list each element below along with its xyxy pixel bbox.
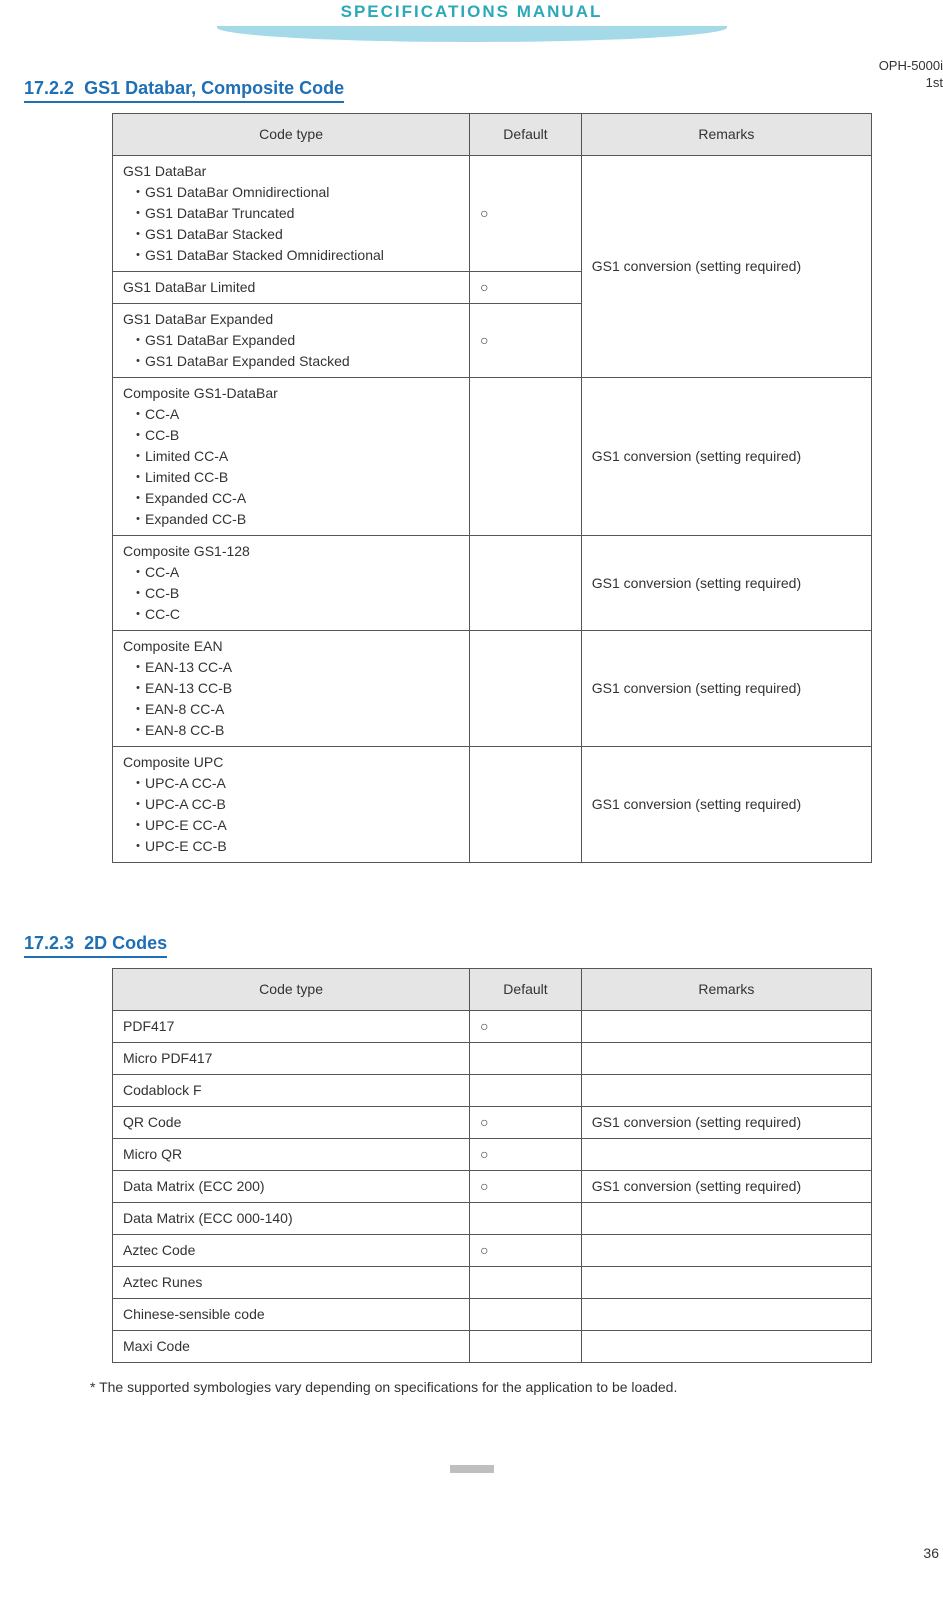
cell-remarks: GS1 conversion (setting required) bbox=[581, 156, 871, 378]
section-gs1: 17.2.2 GS1 Databar, Composite Code Code … bbox=[0, 42, 943, 863]
table-row: Data Matrix (ECC 000-140) bbox=[113, 1203, 872, 1235]
cell-code: Composite GS1-128 ・CC-A ・CC-B ・CC-C bbox=[113, 536, 470, 631]
footer-mark bbox=[450, 1465, 494, 1473]
cell-default bbox=[470, 536, 582, 631]
cell-default bbox=[470, 1267, 582, 1299]
cell-code: GS1 DataBar Limited bbox=[113, 272, 470, 304]
cell-default bbox=[470, 378, 582, 536]
table-row: Codablock F bbox=[113, 1075, 872, 1107]
table-row: Micro QR○ bbox=[113, 1139, 872, 1171]
cell-default bbox=[470, 1203, 582, 1235]
revision-label: 1st bbox=[879, 75, 943, 92]
cell-code: GS1 DataBar Expanded ・GS1 DataBar Expand… bbox=[113, 304, 470, 378]
cell-default bbox=[470, 1075, 582, 1107]
cell-code: Codablock F bbox=[113, 1075, 470, 1107]
col-header-default: Default bbox=[470, 114, 582, 156]
cell-remarks bbox=[581, 1011, 871, 1043]
col-header-code: Code type bbox=[113, 114, 470, 156]
cell-default bbox=[470, 1299, 582, 1331]
table-2d: Code type Default Remarks PDF417○Micro P… bbox=[112, 968, 872, 1363]
cell-remarks: GS1 conversion (setting required) bbox=[581, 536, 871, 631]
cell-remarks: GS1 conversion (setting required) bbox=[581, 378, 871, 536]
table-row: Composite EAN ・EAN-13 CC-A ・EAN-13 CC-B … bbox=[113, 631, 872, 747]
cell-default: ○ bbox=[470, 156, 582, 272]
section-number: 17.2.2 bbox=[24, 78, 74, 98]
cell-default bbox=[470, 631, 582, 747]
table-row: Aztec Runes bbox=[113, 1267, 872, 1299]
cell-code: Micro PDF417 bbox=[113, 1043, 470, 1075]
table-row: GS1 DataBar ・GS1 DataBar Omnidirectional… bbox=[113, 156, 872, 272]
cell-remarks bbox=[581, 1203, 871, 1235]
table-row: QR Code○GS1 conversion (setting required… bbox=[113, 1107, 872, 1139]
page: SPECIFICATIONS MANUAL OPH-5000i 1st 17.2… bbox=[0, 0, 943, 1565]
cell-remarks bbox=[581, 1299, 871, 1331]
header-swoosh bbox=[217, 26, 727, 42]
col-header-remarks: Remarks bbox=[581, 969, 871, 1011]
cell-remarks: GS1 conversion (setting required) bbox=[581, 631, 871, 747]
cell-default bbox=[470, 747, 582, 863]
cell-code: Composite GS1-DataBar ・CC-A ・CC-B ・Limit… bbox=[113, 378, 470, 536]
section-number: 17.2.3 bbox=[24, 933, 74, 953]
header-meta: OPH-5000i 1st bbox=[879, 58, 943, 92]
table-row: Maxi Code bbox=[113, 1331, 872, 1363]
table-gs1: Code type Default Remarks GS1 DataBar ・G… bbox=[112, 113, 872, 863]
model-label: OPH-5000i bbox=[879, 58, 943, 75]
cell-code: Aztec Runes bbox=[113, 1267, 470, 1299]
col-header-code: Code type bbox=[113, 969, 470, 1011]
table-row: Micro PDF417 bbox=[113, 1043, 872, 1075]
cell-default: ○ bbox=[470, 304, 582, 378]
cell-code: GS1 DataBar ・GS1 DataBar Omnidirectional… bbox=[113, 156, 470, 272]
cell-remarks bbox=[581, 1331, 871, 1363]
cell-default: ○ bbox=[470, 1171, 582, 1203]
table-row: Chinese-sensible code bbox=[113, 1299, 872, 1331]
section-title: 2D Codes bbox=[84, 933, 167, 953]
cell-code: Data Matrix (ECC 000-140) bbox=[113, 1203, 470, 1235]
cell-remarks: GS1 conversion (setting required) bbox=[581, 1107, 871, 1139]
cell-remarks bbox=[581, 1267, 871, 1299]
cell-remarks bbox=[581, 1139, 871, 1171]
cell-default: ○ bbox=[470, 1139, 582, 1171]
table-row: Composite UPC ・UPC-A CC-A ・UPC-A CC-B ・U… bbox=[113, 747, 872, 863]
cell-default: ○ bbox=[470, 272, 582, 304]
section-heading-gs1: 17.2.2 GS1 Databar, Composite Code bbox=[24, 78, 344, 103]
cell-default: ○ bbox=[470, 1107, 582, 1139]
table-header-row: Code type Default Remarks bbox=[113, 114, 872, 156]
footnote: * The supported symbologies vary dependi… bbox=[90, 1379, 943, 1395]
cell-remarks: GS1 conversion (setting required) bbox=[581, 1171, 871, 1203]
cell-remarks bbox=[581, 1235, 871, 1267]
table-header-row: Code type Default Remarks bbox=[113, 969, 872, 1011]
cell-remarks bbox=[581, 1075, 871, 1107]
page-number: 36 bbox=[923, 1545, 939, 1561]
cell-default bbox=[470, 1331, 582, 1363]
table-row: Composite GS1-128 ・CC-A ・CC-B ・CC-C GS1 c… bbox=[113, 536, 872, 631]
cell-code: Data Matrix (ECC 200) bbox=[113, 1171, 470, 1203]
cell-remarks: GS1 conversion (setting required) bbox=[581, 747, 871, 863]
table-row: Composite GS1-DataBar ・CC-A ・CC-B ・Limit… bbox=[113, 378, 872, 536]
section-2d: 17.2.3 2D Codes Code type Default Remark… bbox=[0, 897, 943, 1363]
cell-code: PDF417 bbox=[113, 1011, 470, 1043]
cell-code: Aztec Code bbox=[113, 1235, 470, 1267]
cell-code: Maxi Code bbox=[113, 1331, 470, 1363]
table-row: PDF417○ bbox=[113, 1011, 872, 1043]
table-row: Data Matrix (ECC 200)○GS1 conversion (se… bbox=[113, 1171, 872, 1203]
cell-remarks bbox=[581, 1043, 871, 1075]
section-heading-2d: 17.2.3 2D Codes bbox=[24, 933, 167, 958]
cell-default: ○ bbox=[470, 1011, 582, 1043]
manual-title: SPECIFICATIONS MANUAL bbox=[0, 2, 943, 22]
cell-default: ○ bbox=[470, 1235, 582, 1267]
cell-code: Composite EAN ・EAN-13 CC-A ・EAN-13 CC-B … bbox=[113, 631, 470, 747]
table-row: Aztec Code○ bbox=[113, 1235, 872, 1267]
cell-code: Micro QR bbox=[113, 1139, 470, 1171]
col-header-default: Default bbox=[470, 969, 582, 1011]
section-title: GS1 Databar, Composite Code bbox=[84, 78, 344, 98]
header-band: SPECIFICATIONS MANUAL bbox=[0, 0, 943, 42]
cell-default bbox=[470, 1043, 582, 1075]
col-header-remarks: Remarks bbox=[581, 114, 871, 156]
cell-code: Composite UPC ・UPC-A CC-A ・UPC-A CC-B ・U… bbox=[113, 747, 470, 863]
footer: 36 bbox=[0, 1465, 943, 1565]
cell-code: QR Code bbox=[113, 1107, 470, 1139]
cell-code: Chinese-sensible code bbox=[113, 1299, 470, 1331]
